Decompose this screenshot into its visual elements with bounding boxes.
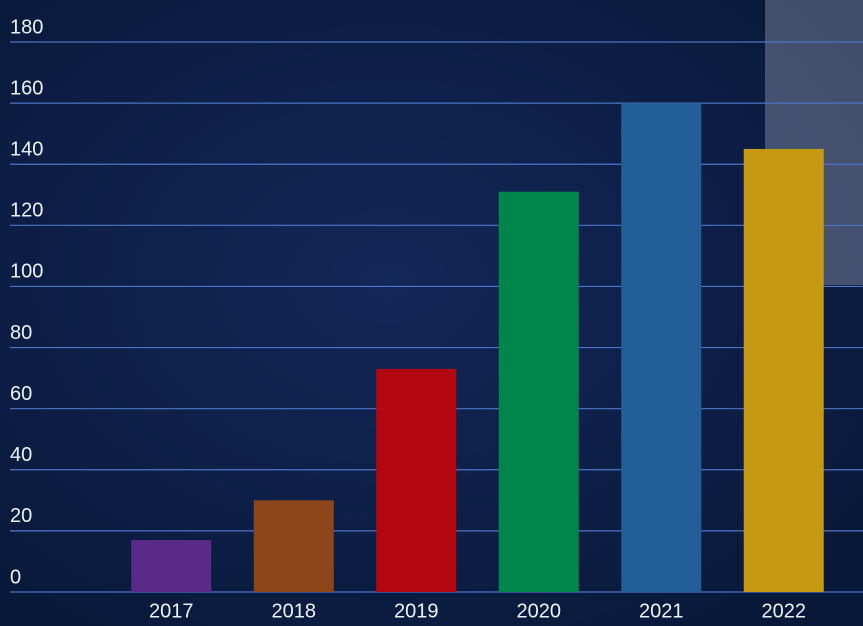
y-tick-label: 140 <box>10 139 43 161</box>
x-tick-label: 2019 <box>394 600 439 622</box>
bar <box>131 540 212 592</box>
y-tick-label: 40 <box>10 444 32 466</box>
y-tick-label: 160 <box>10 77 43 99</box>
x-tick-label: 2018 <box>272 600 317 622</box>
x-tick-label: 2022 <box>762 600 807 622</box>
y-tick-label: 180 <box>10 16 43 38</box>
bar <box>253 500 334 592</box>
x-tick-label: 2021 <box>639 600 684 622</box>
y-tick-label: 60 <box>10 383 32 405</box>
bar <box>621 103 702 592</box>
bar <box>743 148 824 592</box>
y-tick-label: 80 <box>10 322 32 344</box>
y-tick-label: 100 <box>10 261 43 283</box>
x-tick-label: 2017 <box>149 600 194 622</box>
bar <box>376 368 457 592</box>
y-tick-label: 120 <box>10 200 43 222</box>
y-tick-label: 20 <box>10 505 32 527</box>
y-tick-label: 0 <box>10 566 21 588</box>
x-tick-label: 2020 <box>517 600 562 622</box>
bar <box>498 191 579 592</box>
